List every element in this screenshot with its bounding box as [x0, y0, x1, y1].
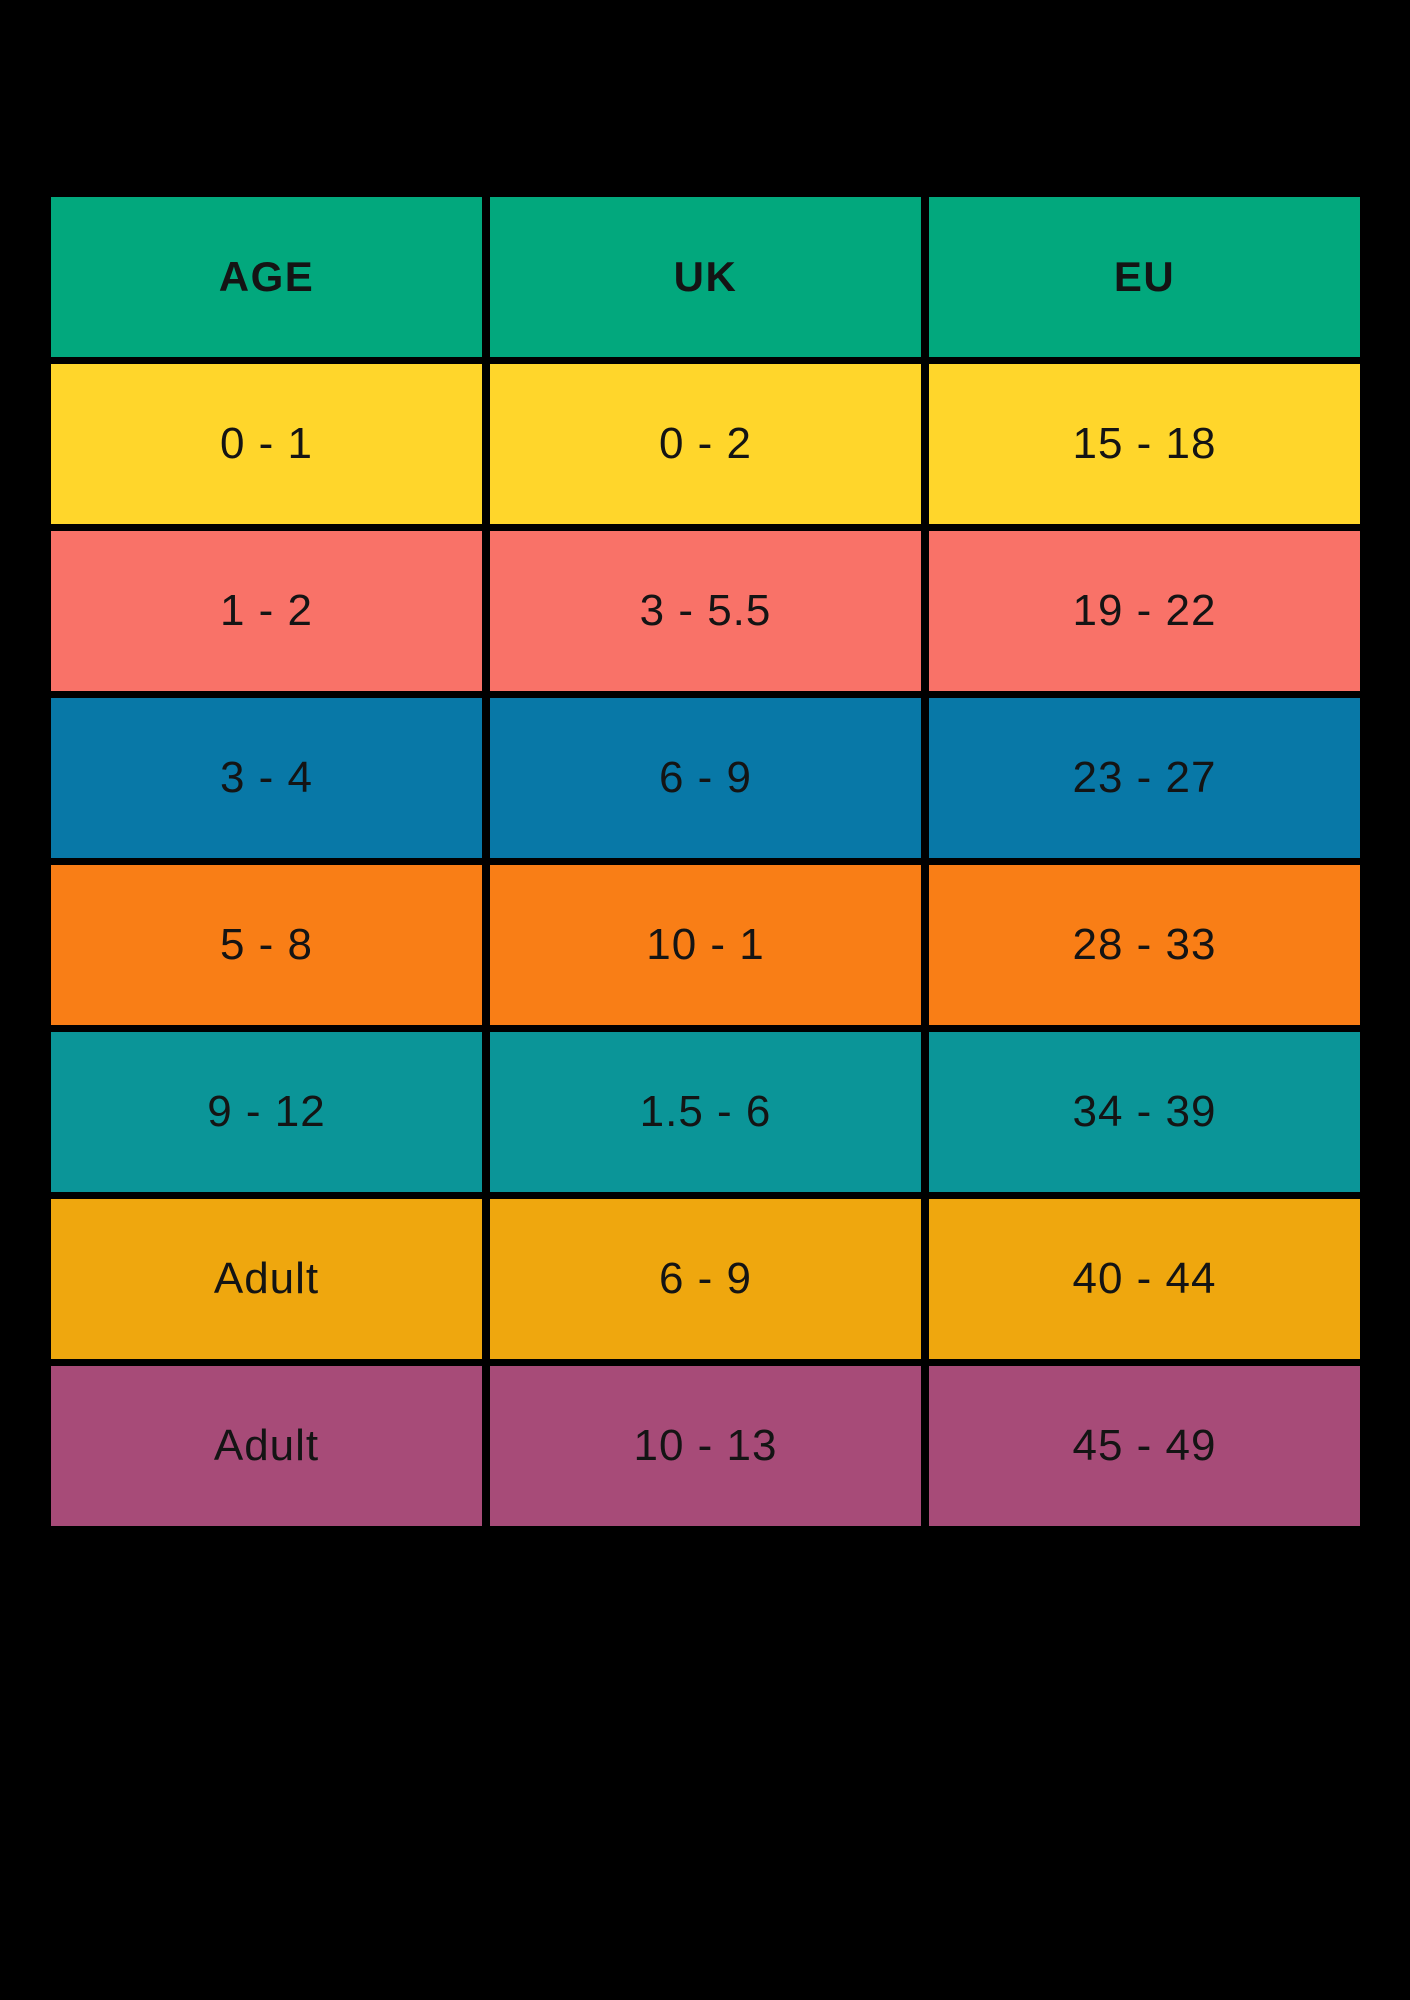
cell-eu: 19 - 22: [929, 531, 1360, 691]
cell-age: Adult: [51, 1366, 482, 1526]
cell-uk: 0 - 2: [490, 364, 921, 524]
cell-age: 0 - 1: [51, 364, 482, 524]
cell-uk: 6 - 9: [490, 1199, 921, 1359]
table-row: 0 - 1 0 - 2 15 - 18: [51, 364, 1360, 524]
table-row: 5 - 8 10 - 1 28 - 33: [51, 865, 1360, 1025]
table-row: Adult 10 - 13 45 - 49: [51, 1366, 1360, 1526]
cell-eu: 15 - 18: [929, 364, 1360, 524]
table-row: 9 - 12 1.5 - 6 34 - 39: [51, 1032, 1360, 1192]
cell-age: 1 - 2: [51, 531, 482, 691]
cell-age: 9 - 12: [51, 1032, 482, 1192]
cell-uk: 6 - 9: [490, 698, 921, 858]
cell-eu: 23 - 27: [929, 698, 1360, 858]
cell-uk: 10 - 13: [490, 1366, 921, 1526]
header-cell-uk: UK: [490, 197, 921, 357]
header-cell-eu: EU: [929, 197, 1360, 357]
cell-age: Adult: [51, 1199, 482, 1359]
table-row: 3 - 4 6 - 9 23 - 27: [51, 698, 1360, 858]
cell-uk: 1.5 - 6: [490, 1032, 921, 1192]
cell-eu: 28 - 33: [929, 865, 1360, 1025]
cell-eu: 45 - 49: [929, 1366, 1360, 1526]
table-row: 1 - 2 3 - 5.5 19 - 22: [51, 531, 1360, 691]
header-row: AGE UK EU: [51, 197, 1360, 357]
table-row: Adult 6 - 9 40 - 44: [51, 1199, 1360, 1359]
size-conversion-table: AGE UK EU 0 - 1 0 - 2 15 - 18 1 - 2 3 - …: [51, 197, 1360, 1526]
header-cell-age: AGE: [51, 197, 482, 357]
cell-eu: 40 - 44: [929, 1199, 1360, 1359]
cell-age: 3 - 4: [51, 698, 482, 858]
cell-age: 5 - 8: [51, 865, 482, 1025]
cell-eu: 34 - 39: [929, 1032, 1360, 1192]
cell-uk: 3 - 5.5: [490, 531, 921, 691]
cell-uk: 10 - 1: [490, 865, 921, 1025]
